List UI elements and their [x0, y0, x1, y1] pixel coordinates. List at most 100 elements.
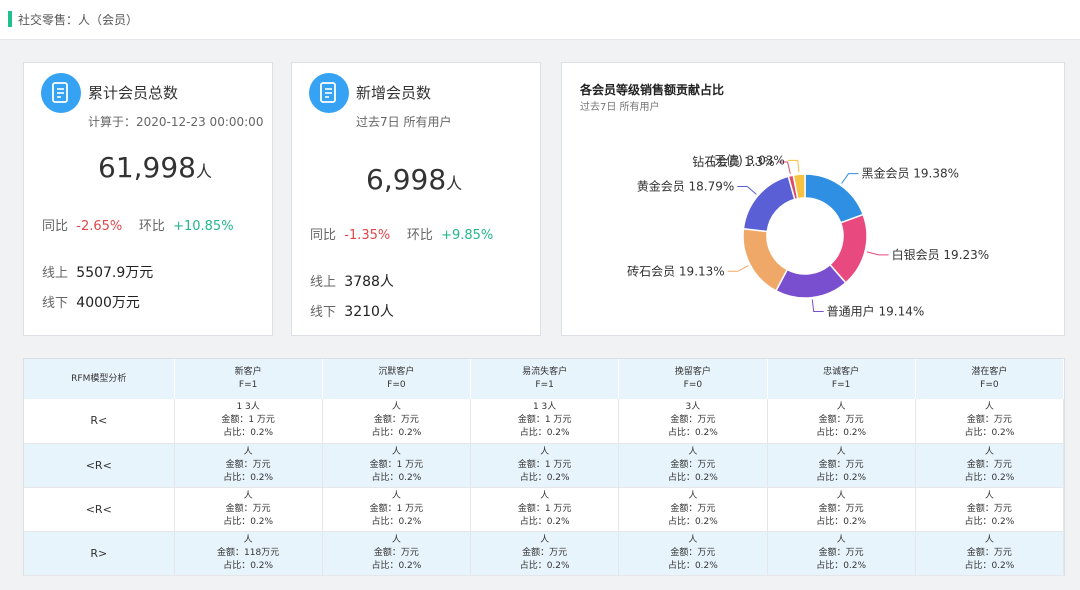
- cell-amount: 金额：1 万元: [517, 459, 572, 470]
- cell-amount: 金额：万元: [966, 415, 1012, 426]
- cell-share: 占比：0.2%: [371, 516, 422, 527]
- online-row: 线上 5507.9万元: [42, 265, 154, 281]
- leader-line-1: [866, 251, 889, 256]
- pie-label-4: 黄金会员 18.79%: [637, 179, 735, 194]
- cell-count: 人: [391, 490, 401, 501]
- cell-share: 占比：0.2%: [667, 428, 718, 439]
- cell-count: 人: [540, 446, 550, 457]
- leader-line-6: [787, 159, 800, 173]
- cell-amount: 金额：万元: [670, 547, 716, 558]
- rfm-cell: 人金额：万元 占比：0.2%: [618, 487, 768, 532]
- row-label: <R<: [24, 487, 175, 532]
- offline-row: 线下 3210人: [310, 304, 394, 320]
- cell-amount: 金额：万元: [373, 547, 419, 558]
- cell-amount: 金额：1 万元: [221, 415, 275, 426]
- cell-amount: 金额：万元: [818, 415, 864, 426]
- pie-slice-0[interactable]: [804, 173, 865, 224]
- rfm-cell: 人金额：万元 占比：0.2%: [174, 487, 323, 532]
- breadcrumb: 社交零售：人（会员）: [18, 13, 139, 27]
- leader-line-0: [841, 173, 859, 184]
- document-icon: [309, 73, 349, 113]
- rfm-cell: 人金额：1 万元 占比：0.2%: [322, 487, 472, 532]
- column-name: 潜在客户: [971, 367, 1008, 377]
- cell-share: 占比：0.2%: [816, 516, 867, 527]
- cell-share: 占比：0.2%: [816, 472, 867, 483]
- cell-share: 占比：0.2%: [816, 428, 867, 439]
- column-name: 新客户: [234, 367, 262, 377]
- cell-amount: 金额：万元: [818, 459, 864, 470]
- cell-share: 占比：0.2%: [519, 516, 570, 527]
- rfm-cell: 人金额：万元占比：0.2%: [767, 443, 916, 488]
- pie-label-2: 普通用户 19.14%: [827, 304, 925, 319]
- cell-count: 人: [688, 446, 698, 457]
- rfm-cell: 人金额：1 万元 占比：0.2%: [322, 443, 472, 488]
- rfm-cell: 人金额：万元 占比：0.2%: [470, 531, 620, 576]
- chart-title: 各会员等级销售额贡献占比: [580, 83, 725, 97]
- comparison-row: 同比 -2.65% 环比 +10.85%: [42, 219, 234, 234]
- donut-chart: 黑金会员 19.38% 白银会员 19.23% 普通用户 19.14% 砖石会员 19…: [627, 152, 989, 319]
- pie-slice-3[interactable]: [742, 227, 789, 292]
- rfm-column-header: 挽留客户 F=0: [618, 359, 768, 399]
- cell-amount: 金额：万元: [522, 547, 568, 558]
- cell-amount: 金额：万元: [670, 503, 716, 514]
- cell-share: 占比：0.2%: [223, 560, 274, 571]
- cell-count: 人: [391, 402, 401, 413]
- cell-count: 人: [540, 490, 550, 501]
- pie-label-6: (无值) 3.03%: [709, 152, 784, 167]
- cell-count: 人: [391, 446, 401, 457]
- cell-share: 占比：0.2%: [223, 516, 274, 527]
- cell-amount: 金额：万元: [373, 415, 419, 426]
- cell-amount: 金额：万元: [966, 459, 1012, 470]
- cell-amount: 金额：118万元: [217, 547, 280, 558]
- cell-share: 占比：0.2%: [371, 472, 422, 483]
- cell-count: 人: [984, 446, 994, 457]
- cell-share: 占比：0.2%: [667, 472, 718, 483]
- cell-amount: 金额：1 万元: [517, 503, 572, 514]
- rfm-column-header: 沉默客户 F=0: [322, 359, 472, 399]
- offline-row: 线下 4000万元: [42, 295, 140, 311]
- column-name: 沉默客户: [378, 367, 415, 377]
- rfm-cell: 1 3人 金额：1 万元 占比：0.2%: [470, 399, 620, 444]
- column-frequency: F=1: [831, 380, 851, 390]
- rfm-cell: 人金额：万元 占比：0.2%: [174, 443, 323, 488]
- cell-share: 占比：0.2%: [223, 428, 274, 439]
- rfm-column-header: 易流失客户 F=1: [470, 359, 620, 399]
- rfm-cell: 人金额：万元 占比：0.2%: [618, 531, 768, 576]
- table-row: R< 1 3人 金额：1 万元 占比：0.2% 人金额：万元 占比：0.2% 1 3人 金额：…: [24, 399, 1065, 444]
- cell-amount: 金额：万元: [818, 547, 864, 558]
- card-subtitle: 计算于：2020-12-23 00:00:00: [88, 115, 264, 129]
- leader-line-2: [811, 299, 824, 313]
- table-row: <R< 人金额：万元 占比：0.2% 人金额：1 万元 占比：0.2% 人金额：1 万元占…: [24, 443, 1065, 488]
- rfm-cell: 人金额：万元 占比：0.2%: [767, 531, 916, 576]
- row-label: R>: [24, 531, 175, 576]
- cell-count: 人: [243, 490, 253, 501]
- cell-count: 人: [984, 534, 994, 545]
- pie-label-5: 钻石会员 1.3%: [692, 154, 774, 169]
- column-frequency: F=1: [238, 380, 258, 390]
- cell-amount: 金额：万元: [670, 459, 716, 470]
- cell-amount: 金额：1 万元: [517, 415, 572, 426]
- cell-amount: 金额：万元: [966, 503, 1012, 514]
- cell-amount: 金额：万元: [966, 547, 1012, 558]
- column-frequency: F=0: [980, 380, 999, 390]
- rfm-cell: 人金额：万元 占比：0.2%: [915, 487, 1065, 532]
- cell-count: 人: [836, 446, 846, 457]
- cell-amount: 金额：1 万元: [369, 459, 424, 470]
- pie-slice-4[interactable]: [742, 175, 796, 233]
- level-contribution-chart-card: 各会员等级销售额贡献占比 过去7日 所有用户 黑金会员 19.38% 白银会员 1…: [561, 62, 1065, 336]
- pie-slice-6[interactable]: [792, 173, 806, 200]
- total-members-card: 累计会员总数 计算于：2020-12-23 00:00:00 61,998人 同…: [23, 62, 273, 336]
- rfm-column-header: 新客户 F=1: [174, 359, 323, 399]
- cell-share: 占比：0.2%: [371, 428, 422, 439]
- rfm-cell: 人金额：118万元 占比：0.2%: [174, 531, 323, 576]
- rfm-cell: 人金额：万元 占比：0.2%: [322, 531, 472, 576]
- rfm-cell: 人金额：万元 占比：0.2%: [915, 443, 1065, 488]
- new-members-card: 新增会员数 过去7日 所有用户 6,998人 同比 -1.35% 环比 +9.8…: [291, 62, 541, 336]
- table-row: <R< 人金额：万元 占比：0.2% 人金额：1 万元 占比：0.2% 人金额：1 万元占…: [24, 487, 1065, 532]
- rfm-column-header: 忠诚客户 F=1: [767, 359, 916, 399]
- column-frequency: F=1: [535, 380, 554, 390]
- cell-share: 占比：0.2%: [519, 428, 570, 439]
- rfm-cell: 人金额：万元 占比：0.2%: [915, 399, 1065, 444]
- cell-share: 占比：0.2%: [371, 560, 422, 571]
- cell-count: 人: [836, 490, 846, 501]
